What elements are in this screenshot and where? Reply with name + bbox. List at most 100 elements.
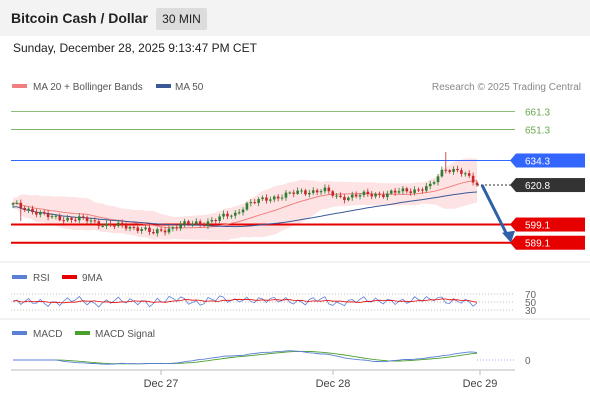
candle-body	[460, 170, 463, 174]
candle-body	[93, 220, 97, 222]
candle-body	[475, 182, 479, 185]
ma-bb-legend-swatch	[12, 84, 27, 88]
candle-body	[27, 208, 30, 210]
candle-body	[397, 191, 401, 193]
x-tick-label: Dec 28	[316, 378, 351, 390]
candle-body	[233, 212, 237, 216]
pivot-level-tag	[516, 153, 585, 168]
candle-body	[311, 190, 315, 193]
candle-body	[374, 193, 377, 197]
candle-body	[448, 170, 452, 172]
candle-body	[187, 221, 190, 224]
candle-body	[421, 189, 424, 191]
candle-body	[175, 227, 179, 229]
candle-body	[350, 194, 354, 198]
candle-body	[191, 223, 194, 225]
candle-body	[42, 211, 46, 214]
candle-body	[405, 188, 409, 192]
candle-body	[31, 208, 34, 213]
candle-body	[237, 212, 241, 214]
candle-body	[401, 188, 405, 192]
candle-body	[319, 191, 323, 193]
candle-body	[265, 197, 268, 201]
candle-body	[97, 221, 101, 227]
candle-body	[155, 229, 159, 234]
candle-body	[171, 227, 175, 229]
candle-body	[464, 173, 467, 175]
candle-body	[222, 213, 225, 217]
candle-body	[136, 227, 140, 231]
macd-legend-swatch	[12, 331, 27, 335]
macd-signal-line	[13, 350, 478, 365]
candle-body	[456, 168, 459, 171]
ma-bb-legend-label: MA 20 + Bollinger Bands	[33, 82, 143, 93]
candle-body	[194, 221, 198, 224]
candle-body	[261, 197, 264, 200]
candle-body	[152, 232, 155, 234]
candle-body	[366, 191, 370, 195]
rsi-ma-legend-swatch	[62, 275, 77, 279]
x-tick-label: Dec 29	[463, 378, 498, 390]
candle-body	[132, 227, 136, 229]
candle-body	[77, 216, 81, 221]
macd-level-label: 0	[525, 356, 531, 367]
candle-body	[253, 202, 257, 204]
x-tick-label: Dec 27	[144, 378, 179, 390]
candle-body	[62, 220, 65, 222]
candle-body	[19, 202, 23, 208]
candle-body	[198, 221, 202, 225]
candle-body	[214, 220, 218, 222]
candle-body	[23, 207, 26, 210]
rsi-ma-line	[12, 298, 478, 304]
candle-body	[85, 217, 89, 222]
candle-body	[296, 190, 299, 194]
candle-body	[315, 190, 319, 193]
candle-body	[70, 217, 73, 220]
candle-body	[38, 211, 42, 215]
candle-body	[393, 190, 397, 193]
rsi-level-label: 70	[525, 290, 537, 301]
support-level-tag	[516, 235, 585, 250]
candle-body	[370, 194, 374, 197]
candle-body	[272, 196, 276, 200]
candle-body	[202, 224, 206, 226]
candle-body	[128, 227, 132, 229]
candle-body	[444, 169, 448, 171]
candle-body	[15, 202, 19, 204]
candle-body	[89, 220, 93, 222]
support-level-tag	[516, 217, 585, 232]
candle-body	[11, 203, 15, 205]
candle-body	[362, 191, 366, 196]
bollinger-band	[13, 158, 477, 241]
source-credit: Research © 2025 Trading Central	[432, 82, 581, 93]
candle-body	[280, 197, 284, 199]
candle-body	[471, 175, 475, 183]
candle-body	[144, 227, 147, 230]
macd-signal-legend-swatch	[75, 331, 90, 335]
chart-datetime: Sunday, December 28, 2025 9:13:47 PM CET	[13, 41, 257, 55]
macd-signal-legend-label: MACD Signal	[95, 329, 155, 340]
candle-body	[284, 192, 288, 198]
candle-body	[436, 176, 440, 183]
rsi-level-label: 50	[525, 298, 537, 309]
candle-body	[378, 193, 381, 195]
candle-body	[179, 224, 182, 229]
pivot-level-tag-pointer	[510, 153, 516, 168]
candle-body	[120, 222, 124, 225]
candle-body	[428, 183, 432, 187]
candle-body	[159, 229, 163, 231]
candle-body	[288, 192, 292, 194]
timeframe-button[interactable]: 30 MIN	[156, 8, 207, 30]
candle-body	[124, 224, 128, 229]
candle-body	[109, 223, 112, 226]
resistance-level-label: 661.3	[525, 107, 550, 118]
candle-body	[81, 216, 85, 218]
candle-body	[148, 227, 151, 233]
current-level-tag-pointer	[510, 178, 516, 193]
candle-body	[35, 212, 38, 215]
ma50-line	[12, 191, 478, 228]
candle-body	[409, 191, 413, 193]
candle-body	[389, 190, 393, 194]
